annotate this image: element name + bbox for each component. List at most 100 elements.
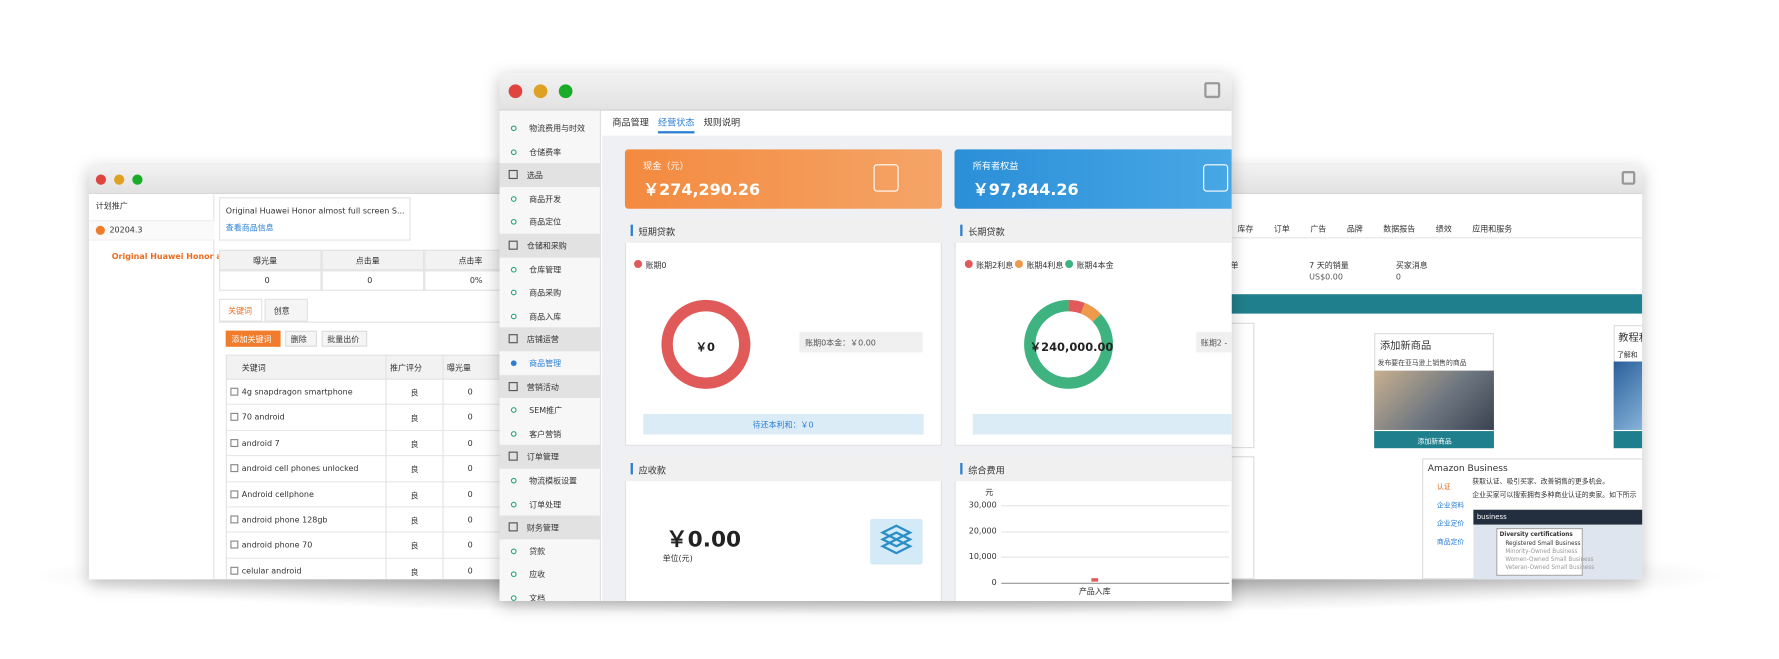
- nav-item[interactable]: 数据报告: [1383, 224, 1416, 234]
- close-dot[interactable]: [95, 174, 107, 185]
- business-text: 获取认证、吸引买家、改善销售的更多机会。: [1472, 477, 1610, 486]
- card-desc: 发布要在亚马逊上销售的商品: [1377, 359, 1467, 368]
- stat-head: [218, 249, 322, 271]
- tab-label[interactable]: 商品管理: [612, 117, 649, 128]
- nav-item[interactable]: 订单: [1273, 224, 1290, 234]
- checkbox[interactable]: [230, 489, 239, 498]
- checkbox[interactable]: [230, 438, 239, 447]
- sidebar-group-bg: [499, 233, 601, 258]
- sidebar-item[interactable]: 商品管理: [529, 359, 562, 369]
- sidebar-item[interactable]: SEM推广: [529, 406, 563, 416]
- checkbox[interactable]: [230, 413, 239, 422]
- sidebar-node: [510, 313, 517, 320]
- business-text: 企业买家可以搜索拥有多种商业认证的卖家。如下所示: [1472, 491, 1637, 500]
- checkbox[interactable]: [230, 387, 239, 396]
- nav-item[interactable]: 品牌: [1346, 224, 1363, 234]
- plan: 20204.3: [109, 225, 143, 235]
- checkbox[interactable]: [230, 566, 239, 575]
- sidebar-item[interactable]: 仓库管理: [529, 265, 562, 275]
- sidebar-group[interactable]: 仓储和采购: [526, 241, 567, 251]
- sidebar-item[interactable]: 文档: [529, 594, 546, 601]
- col-line: [442, 354, 444, 580]
- nav-item[interactable]: 广告: [1310, 224, 1327, 234]
- close-dot[interactable]: [508, 84, 523, 99]
- button-label[interactable]: 删除: [290, 335, 307, 345]
- product[interactable]: Original Huawei Honor al...: [111, 252, 234, 262]
- business-link[interactable]: 认证: [1436, 483, 1451, 492]
- nav-item[interactable]: 库存: [1237, 224, 1254, 234]
- sidebar-group[interactable]: 财务管理: [526, 523, 559, 533]
- legend-dot: [1065, 260, 1074, 268]
- short-loan-donut: [661, 299, 751, 389]
- button-label[interactable]: 添加关键词: [231, 335, 272, 345]
- sidebar-group-bg: [499, 374, 601, 399]
- button-label[interactable]: 批量出价: [327, 335, 360, 345]
- cert-item: Minority-Owned Business: [1505, 548, 1578, 556]
- panel-title: 应收款: [638, 465, 666, 476]
- receivable-unit: 单位(元): [662, 554, 693, 564]
- sidebar-group[interactable]: 订单管理: [526, 453, 559, 463]
- receivable-value: ￥0.00: [665, 526, 742, 552]
- sidebar-item[interactable]: 应收: [529, 570, 546, 580]
- nav-item[interactable]: 应用和服务: [1472, 224, 1513, 234]
- sidebar-node: [510, 595, 517, 601]
- button[interactable]: [321, 330, 368, 347]
- table-cell: 0: [467, 413, 473, 423]
- business-link[interactable]: 企业资料: [1436, 501, 1465, 510]
- sidebar-group[interactable]: 营销活动: [526, 382, 559, 392]
- y-tick-label: 20,000: [968, 526, 997, 536]
- business-link[interactable]: 商品定价: [1436, 538, 1465, 547]
- sidebar-item[interactable]: 物流费用与时效: [529, 124, 586, 134]
- table-cell: android cell phones unlocked: [241, 464, 359, 474]
- business-logo: business: [1476, 513, 1507, 522]
- table-cell: 良: [410, 388, 419, 398]
- stat-cell: [218, 270, 322, 291]
- max-dot[interactable]: [132, 174, 143, 185]
- sidebar-group[interactable]: 选品: [526, 171, 543, 181]
- sidebar-item[interactable]: 物流模板设置: [529, 476, 578, 486]
- table-row: [225, 507, 637, 534]
- card-button[interactable]: [1374, 431, 1494, 449]
- tab-label[interactable]: 经营状态: [658, 117, 695, 128]
- summary-card: [624, 149, 942, 209]
- table-cell: celular android: [241, 566, 302, 576]
- sidebar-item[interactable]: 商品定位: [529, 218, 562, 228]
- product-link[interactable]: 查看商品信息: [225, 223, 274, 233]
- sidebar-node: [510, 125, 517, 132]
- sidebar-icon: [508, 334, 518, 344]
- panel-accent: [630, 224, 633, 237]
- button[interactable]: [225, 330, 281, 347]
- sidebar-group[interactable]: 店铺运营: [526, 335, 559, 345]
- table-cell: 0: [467, 540, 473, 551]
- table-cell: 0: [467, 566, 473, 576]
- sidebar-item[interactable]: 客户营销: [529, 429, 562, 439]
- y-tick-label: 0: [991, 577, 997, 587]
- min-dot[interactable]: [114, 174, 125, 185]
- tab[interactable]: [218, 298, 263, 322]
- sidebar-icon: [508, 452, 518, 462]
- card-button: [1613, 431, 1643, 449]
- card-button-label[interactable]: 添加新商品: [1417, 437, 1452, 446]
- nav-item[interactable]: 绩效: [1435, 224, 1452, 234]
- summary-icon: [1203, 164, 1229, 192]
- button[interactable]: [285, 330, 318, 347]
- tab-label[interactable]: 创意: [273, 306, 290, 316]
- checkbox[interactable]: [230, 515, 239, 524]
- sidebar-item[interactable]: 商品采购: [529, 288, 562, 298]
- min-dot[interactable]: [533, 84, 548, 99]
- stat-value: 0: [367, 275, 373, 286]
- business-link[interactable]: 企业定价: [1436, 520, 1465, 529]
- tab-label[interactable]: 关键词: [228, 306, 253, 316]
- sidebar-item[interactable]: 商品入库: [529, 312, 562, 322]
- checkbox[interactable]: [230, 464, 239, 473]
- sidebar-item[interactable]: 仓储费率: [529, 147, 562, 157]
- sidebar-item[interactable]: 商品开发: [529, 194, 562, 204]
- checkbox[interactable]: [230, 540, 239, 549]
- summary-card: [954, 149, 1232, 209]
- tab[interactable]: [264, 298, 308, 322]
- sidebar-item[interactable]: 订单处理: [529, 500, 562, 510]
- sidebar-item[interactable]: 贷款: [529, 547, 546, 557]
- tab-label[interactable]: 规则说明: [703, 117, 741, 128]
- table-cell: 0: [467, 464, 473, 474]
- max-dot[interactable]: [558, 84, 573, 99]
